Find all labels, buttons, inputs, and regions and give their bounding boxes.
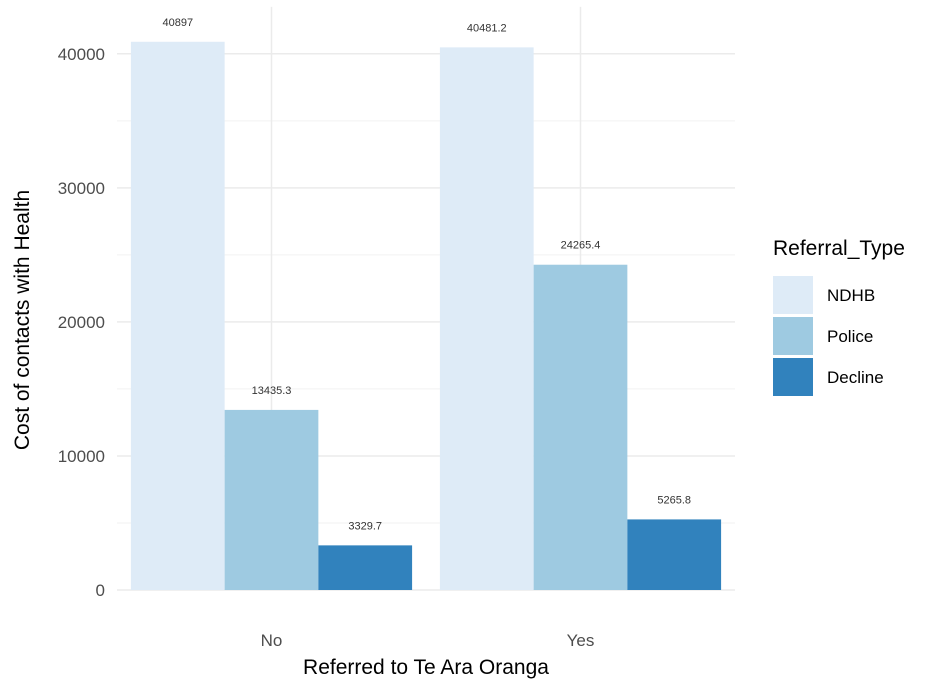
bars: [130, 41, 722, 591]
data-label: 13435.3: [252, 385, 292, 397]
data-label: 40897: [162, 17, 193, 29]
y-tick-label: 40000: [58, 45, 105, 64]
data-label: 24265.4: [561, 240, 601, 252]
bar-decline-no: [318, 545, 413, 590]
bar-decline-yes: [627, 519, 722, 590]
data-label: 40481.2: [467, 22, 507, 34]
data-labels: 40897 13435.3 3329.7 40481.2 24265.4 5265.8: [162, 17, 691, 533]
legend-key-decline: [773, 358, 813, 396]
bar-police-yes: [533, 264, 628, 590]
x-axis-ticks: No Yes: [261, 631, 595, 650]
y-axis-title: Cost of contacts with Health: [11, 190, 34, 450]
bar-ndhb-yes: [439, 47, 534, 591]
legend-title: Referral_Type: [773, 237, 905, 260]
y-tick-label: 0: [96, 581, 105, 600]
x-axis-title: Referred to Te Ara Oranga: [303, 656, 549, 679]
legend-key-ndhb: [773, 276, 813, 314]
y-tick-label: 10000: [58, 447, 105, 466]
x-tick-label: No: [261, 631, 283, 650]
bar-ndhb-no: [130, 41, 225, 591]
y-tick-label: 30000: [58, 179, 105, 198]
legend-label-police: Police: [827, 327, 873, 346]
y-tick-label: 20000: [58, 313, 105, 332]
bar-police-no: [224, 409, 319, 590]
legend-key-police: [773, 317, 813, 355]
x-tick-label: Yes: [567, 631, 595, 650]
y-axis-ticks: 0 10000 20000 30000 40000: [58, 45, 105, 600]
legend-label-decline: Decline: [827, 368, 884, 387]
legend: Referral_Type NDHB Police Decline: [773, 237, 905, 396]
data-label: 3329.7: [348, 520, 382, 532]
legend-label-ndhb: NDHB: [827, 286, 875, 305]
data-label: 5265.8: [657, 494, 691, 506]
